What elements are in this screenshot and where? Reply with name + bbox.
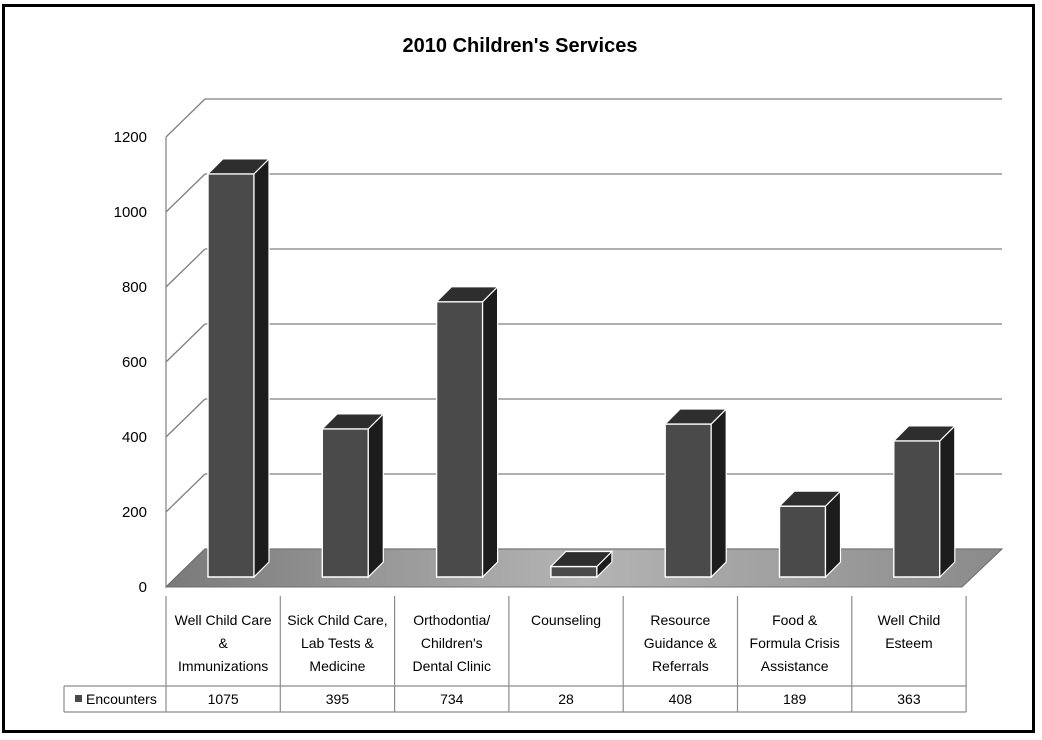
bar-front [207,173,255,578]
bar [206,157,271,579]
bar-front [321,428,369,578]
bar-front [664,423,712,578]
category-label: Well Child [878,612,941,628]
value-cell: 734 [440,691,464,707]
bar [892,424,957,579]
bar-side [253,157,270,579]
category-label: Food & [772,612,818,628]
bar-top [320,413,385,430]
left-wall-gridline [165,173,206,213]
y-tick-label: 800 [122,279,147,296]
bar-side [939,424,956,579]
left-wall-gridline [165,323,206,363]
y-tick-label: 200 [122,504,147,521]
bar [778,489,842,579]
category-label: Esteem [885,635,932,651]
y-tick-label: 1200 [114,129,147,146]
bar-side [367,412,384,579]
left-wall-gridline [165,98,206,138]
category-label: Formula Crisis [750,635,840,651]
category-label: Guidance & [644,635,718,651]
category-label: Resource [650,612,710,628]
category-label: Immunizations [178,658,268,674]
left-wall-gridline [165,398,206,438]
bar [549,550,614,579]
category-label: Sick Child Care, [287,612,387,628]
chart-title: 2010 Children's Services [403,35,638,57]
chart-frame [2,4,1035,733]
y-tick-label: 600 [122,354,147,371]
bar-front [893,440,941,578]
value-cell: 189 [783,691,807,707]
bars [206,157,957,579]
bar-top [435,286,500,303]
category-label: Well Child Care [175,612,272,628]
gridlines [165,98,1002,588]
bar-top [549,550,614,568]
bar-side [710,407,727,579]
y-tick-label: 1000 [114,204,147,221]
left-wall-gridline [165,248,206,288]
bar [320,412,385,579]
y-tick-label: 400 [122,429,147,446]
bar-front [778,505,827,578]
bar [663,407,728,579]
bar-front [550,565,598,578]
bar-front [435,301,484,578]
category-label: & [218,635,228,651]
bar [435,285,500,579]
left-wall-gridline [165,473,206,513]
value-cell: 408 [669,691,693,707]
bar-top [778,490,842,507]
y-axis: 0 200 400 600 800 1000 1200 [114,129,147,596]
value-cell: 1075 [208,691,239,707]
bar-top [663,408,728,425]
category-label: Orthodontia/ [413,612,490,628]
category-label: Lab Tests & [301,635,375,651]
bar-top [892,425,957,442]
category-label: Dental Clinic [412,658,491,674]
bar-side [482,285,499,579]
category-label: Counseling [531,612,601,628]
data-table: Encounters Well Child Care & Immunizations 1… [63,596,967,713]
category-label: Children's [421,635,483,651]
value-cell: 28 [558,691,574,707]
value-cell: 395 [326,691,350,707]
category-label: Referrals [652,658,709,674]
legend-key [75,695,82,702]
y-tick-label: 0 [139,579,147,596]
bar-top [206,158,271,175]
category-label: Assistance [761,658,829,674]
value-cell: 363 [897,691,921,707]
category-label: Medicine [309,658,365,674]
series-name: Encounters [86,691,157,707]
